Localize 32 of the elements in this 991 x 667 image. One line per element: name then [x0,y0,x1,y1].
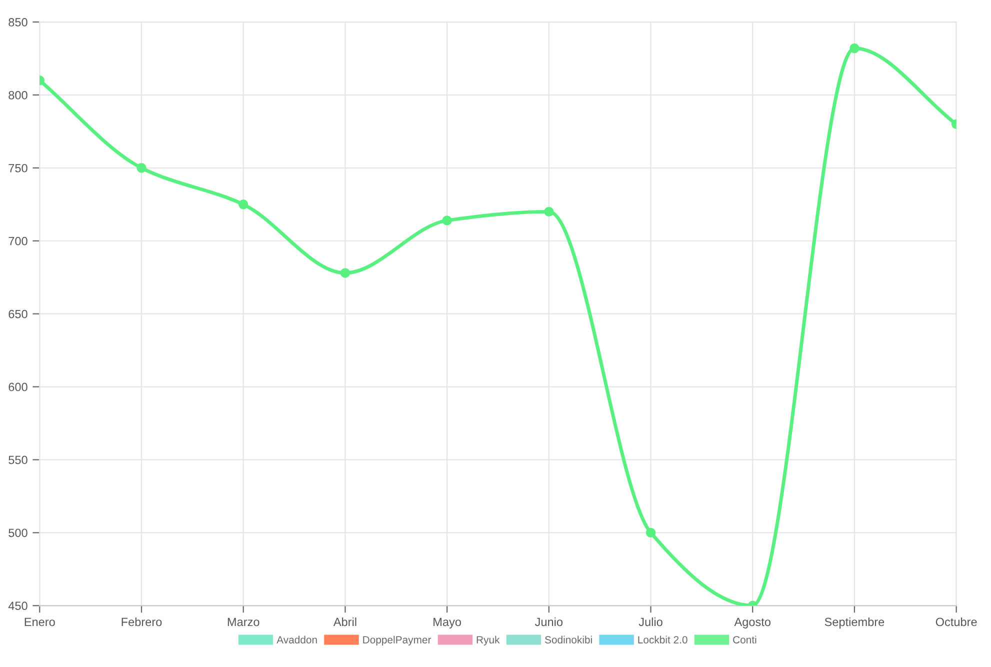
point [544,206,554,217]
y-tick-label: 850 [8,18,28,26]
x-tick-label: Febrero [122,617,162,626]
y-tick-label: 500 [8,528,28,538]
legend-label: Avaddon [276,636,317,644]
legend-label: DoppelPaymer [363,636,432,646]
x-tick-label: Junio [534,617,563,626]
legend-label: Conti [733,636,756,644]
y-tick-label: 550 [8,456,28,464]
x-tick-label: Enero [24,618,55,626]
y-tick-label: 650 [8,310,28,318]
legend-label: Ryuk [476,636,500,646]
x-tick-label: Julio [638,617,662,626]
y-tick-label: 750 [8,164,28,172]
legend-label: Sodinokibi [545,636,592,644]
x-tick-label: Marzo [228,618,260,626]
legend-label: Lockbit 2.0 [638,636,688,644]
point [442,216,452,226]
point [340,268,350,278]
x-tick-label: Agosto [734,618,770,628]
y-tick-label: 800 [8,91,28,100]
x-tick-label: Octubre [936,617,977,626]
y-tick-label: 700 [8,236,28,246]
point [850,43,860,54]
point [646,528,656,538]
y-tick-label: 450 [8,602,28,610]
x-tick-label: Mayo [434,618,461,628]
point [238,200,248,210]
point [136,163,146,173]
x-tick-label: Septiembre [824,617,884,628]
x-tick-label: Abril [333,617,356,626]
y-tick-label: 600 [8,382,28,392]
